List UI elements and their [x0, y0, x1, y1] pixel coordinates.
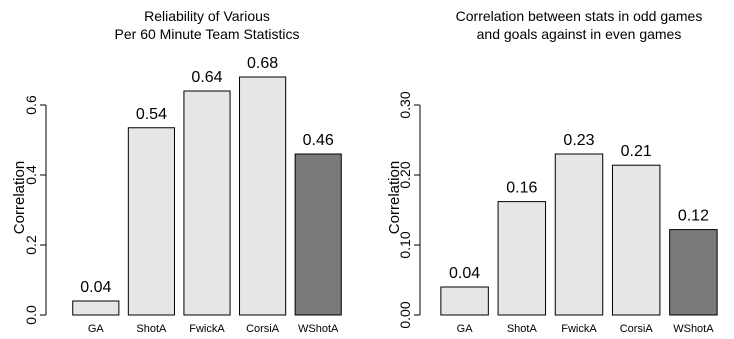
data-label: 0.04: [449, 265, 480, 282]
x-tick-label: ShotA: [507, 323, 538, 335]
data-label: 0.21: [621, 143, 652, 160]
chart-panel-odd-even-correlation: Correlation between stats in odd games an…: [386, 8, 718, 335]
x-tick-label: GA: [457, 323, 474, 335]
data-label: 0.54: [136, 106, 167, 123]
x-tick-label: ShotA: [136, 323, 167, 335]
bar-CorsiA: [611, 164, 661, 316]
chart-panel-reliability: Reliability of Various Per 60 Minute Team…: [11, 8, 342, 335]
data-label: 0.46: [303, 132, 334, 149]
chart-title-line: Correlation between stats in odd games: [456, 8, 703, 24]
data-label: 0.68: [247, 55, 278, 72]
bar-series: [440, 153, 718, 316]
data-label: 0.04: [80, 279, 111, 296]
chart-title: Reliability of Various Per 60 Minute Team…: [115, 8, 300, 42]
x-tick-label: FwickA: [561, 323, 597, 335]
y-tick-label: 0.30: [397, 91, 413, 118]
chart-title-line: Per 60 Minute Team Statistics: [115, 26, 300, 42]
x-tick-label: CorsiA: [246, 323, 280, 335]
x-tick-label: GA: [88, 323, 105, 335]
bar-ShotA: [497, 201, 547, 316]
chart-title: Correlation between stats in odd games an…: [456, 8, 703, 42]
data-label: 0.16: [506, 180, 537, 197]
bar-GA: [72, 300, 120, 316]
chart-title-line: Reliability of Various: [144, 8, 270, 24]
data-label: 0.12: [678, 208, 709, 225]
x-tick-label: WShotA: [298, 323, 339, 335]
bar-FwickA: [554, 153, 604, 316]
bar-series: [72, 76, 342, 316]
y-tick-label: 0.0: [23, 305, 39, 325]
bar-CorsiA: [239, 76, 287, 316]
y-tick-label: 0.2: [23, 235, 39, 255]
data-label: 0.64: [191, 69, 222, 86]
chart-title-line: and goals against in even games: [477, 26, 682, 42]
y-axis-label: Correlation: [386, 161, 403, 234]
y-axis-label: Correlation: [11, 161, 28, 234]
bar-GA: [440, 286, 489, 316]
y-tick-label: 0.10: [397, 231, 413, 258]
x-tick-label: FwickA: [189, 323, 225, 335]
y-tick-label: 0.00: [397, 301, 413, 328]
data-label: 0.23: [563, 132, 594, 149]
bar-WShotA: [669, 229, 718, 316]
y-tick-label: 0.6: [23, 95, 39, 115]
y-tick-label: 0.4: [23, 165, 39, 185]
bar-WShotA: [294, 153, 342, 316]
bar-ShotA: [127, 127, 175, 316]
x-tick-label: CorsiA: [620, 323, 654, 335]
x-tick-label: WShotA: [673, 323, 714, 335]
bar-FwickA: [183, 90, 231, 316]
y-tick-label: 0.20: [397, 161, 413, 188]
